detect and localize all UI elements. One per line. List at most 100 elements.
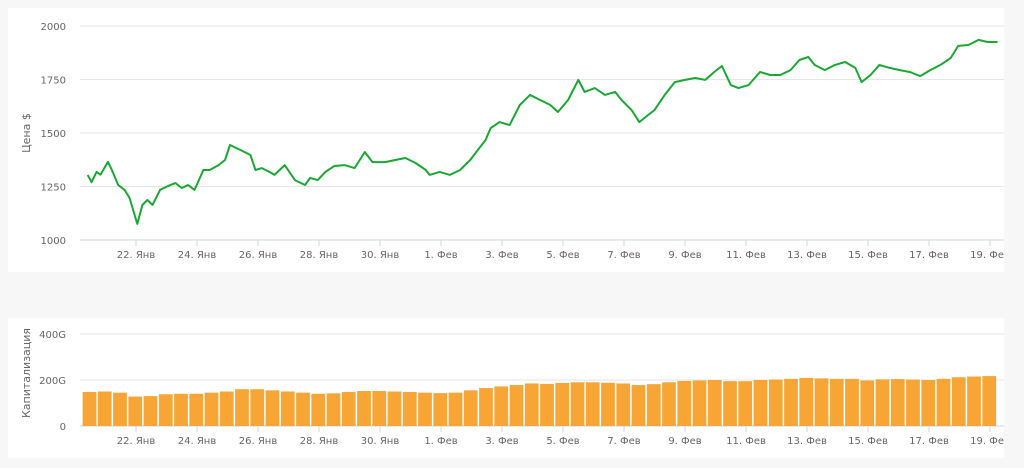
capitalization-bar [799,377,814,426]
x-tick-label: 7. Фев [607,250,640,261]
y-tick-label: 400G [39,330,66,341]
capitalization-bar [692,380,707,426]
x-tick-label: 22. Янв [117,250,156,261]
capitalization-bar [982,376,997,426]
x-tick-label: 28. Янв [300,250,339,261]
y-tick-label: 1750 [41,76,66,87]
capitalization-bar [433,393,448,426]
capitalization-bar [448,392,463,426]
y-tick-label: 1000 [41,236,66,247]
capitalization-bar [631,385,646,426]
capitalization-bar [189,393,204,426]
capitalization-bar [280,391,295,426]
price-chart-panel: 1000 1250 1500 1750 2000 22. Янв 24. Янв 26. Ян… [8,8,1004,272]
capitalization-bar [890,379,905,426]
x-tick-label: 5. Фев [546,250,579,261]
capitalization-bar [921,380,936,426]
x-tick-label: 3. Фев [485,250,518,261]
capitalization-bar [662,382,676,426]
capitalization-bar [936,378,951,426]
capitalization-bar [158,394,173,426]
y-axis-title: Цена $ [20,113,33,153]
capitalization-bar [540,383,554,426]
y-axis-title: Капитализация [20,328,33,418]
x-tick-label: 7. Фев [607,436,640,447]
x-tick-label: 17. Фев [909,250,949,261]
x-tick-label: 30. Янв [361,436,400,447]
x-tick-label: 19. Фев [970,436,1004,447]
x-tick-label: 26. Янв [239,250,278,261]
capitalization-bar [738,381,753,426]
capitalization-bar [97,391,112,426]
capitalization-bar [204,392,219,426]
x-tick-label: 5. Фев [546,436,579,447]
capitalization-bar [906,379,920,426]
capitalization-bar [174,393,188,426]
y-tick-label: 0 [60,422,66,433]
capitalization-bar [875,379,890,426]
x-tick-label: 26. Янв [239,436,278,447]
capitalization-bar [951,377,966,426]
price-chart: 1000 1250 1500 1750 2000 22. Янв 24. Янв 26. Ян… [20,22,1004,261]
capitalization-bar [128,396,143,426]
capitalization-chart-panel: 0 200G 400G 22. Янв 24. Янв 26. Янв 28. Янв 30.… [8,318,1004,458]
y-tick-label: 2000 [41,22,66,33]
capitalization-bar [265,390,280,426]
x-tick-label: 24. Янв [178,250,217,261]
x-tick-label: 1. Фев [424,436,457,447]
capitalization-bar [967,376,981,426]
capitalization-bar [219,391,234,426]
y-tick-label: 1250 [41,183,66,194]
capitalization-bar [463,390,478,426]
x-tick-label: 30. Янв [361,250,400,261]
capitalization-bar [814,378,829,426]
capitalization-chart: 0 200G 400G 22. Янв 24. Янв 26. Янв 28. Янв 30.… [20,328,1004,447]
capitalization-bar [616,383,631,426]
y-tick-label: 1500 [41,129,66,140]
capitalization-bar [860,380,875,426]
x-tick-label: 3. Фев [485,436,518,447]
price-line [86,38,998,225]
capitalization-bar [784,378,798,426]
capitalization-bar [357,391,371,426]
capitalization-bar [509,385,524,426]
x-tick-label: 11. Фев [726,250,766,261]
x-tick-label: 13. Фев [787,436,827,447]
capitalization-bar [82,391,97,426]
x-tick-label: 15. Фев [848,250,888,261]
capitalization-bar [524,383,539,426]
capitalization-bar [250,389,265,426]
capitalization-bar [829,378,844,426]
capitalization-bar [341,391,356,426]
capitalization-bar [387,391,402,426]
capitalization-bar [753,380,768,426]
capitalization-bar [113,392,127,426]
x-tick-label: 11. Фев [726,436,766,447]
capitalization-bar [143,396,158,426]
capitalization-bar [585,382,600,426]
x-tick-label: 17. Фев [909,436,949,447]
capitalization-bar [479,388,493,426]
capitalization-bar [372,391,387,426]
capitalization-bar [845,378,859,426]
capitalization-bar [235,389,249,426]
capitalization-bar [402,391,417,426]
x-tick-label: 9. Фев [668,436,701,447]
capitalization-bar [723,381,737,426]
capitalization-bar [311,393,326,426]
y-tick-label: 200G [39,376,66,387]
capitalization-bar [418,392,432,426]
capitalization-bar [646,384,661,426]
x-tick-label: 28. Янв [300,436,339,447]
capitalization-bar [707,380,722,426]
x-tick-label: 15. Фев [848,436,888,447]
x-tick-label: 1. Фев [424,250,457,261]
capitalization-bar [570,382,585,426]
capitalization-bar [601,382,615,426]
capitalization-bar [677,380,692,426]
x-tick-label: 9. Фев [668,250,701,261]
x-tick-label: 24. Янв [178,436,217,447]
x-tick-label: 22. Янв [117,436,156,447]
x-tick-label: 19. Фев [970,250,1004,261]
capitalization-bar [326,393,341,426]
